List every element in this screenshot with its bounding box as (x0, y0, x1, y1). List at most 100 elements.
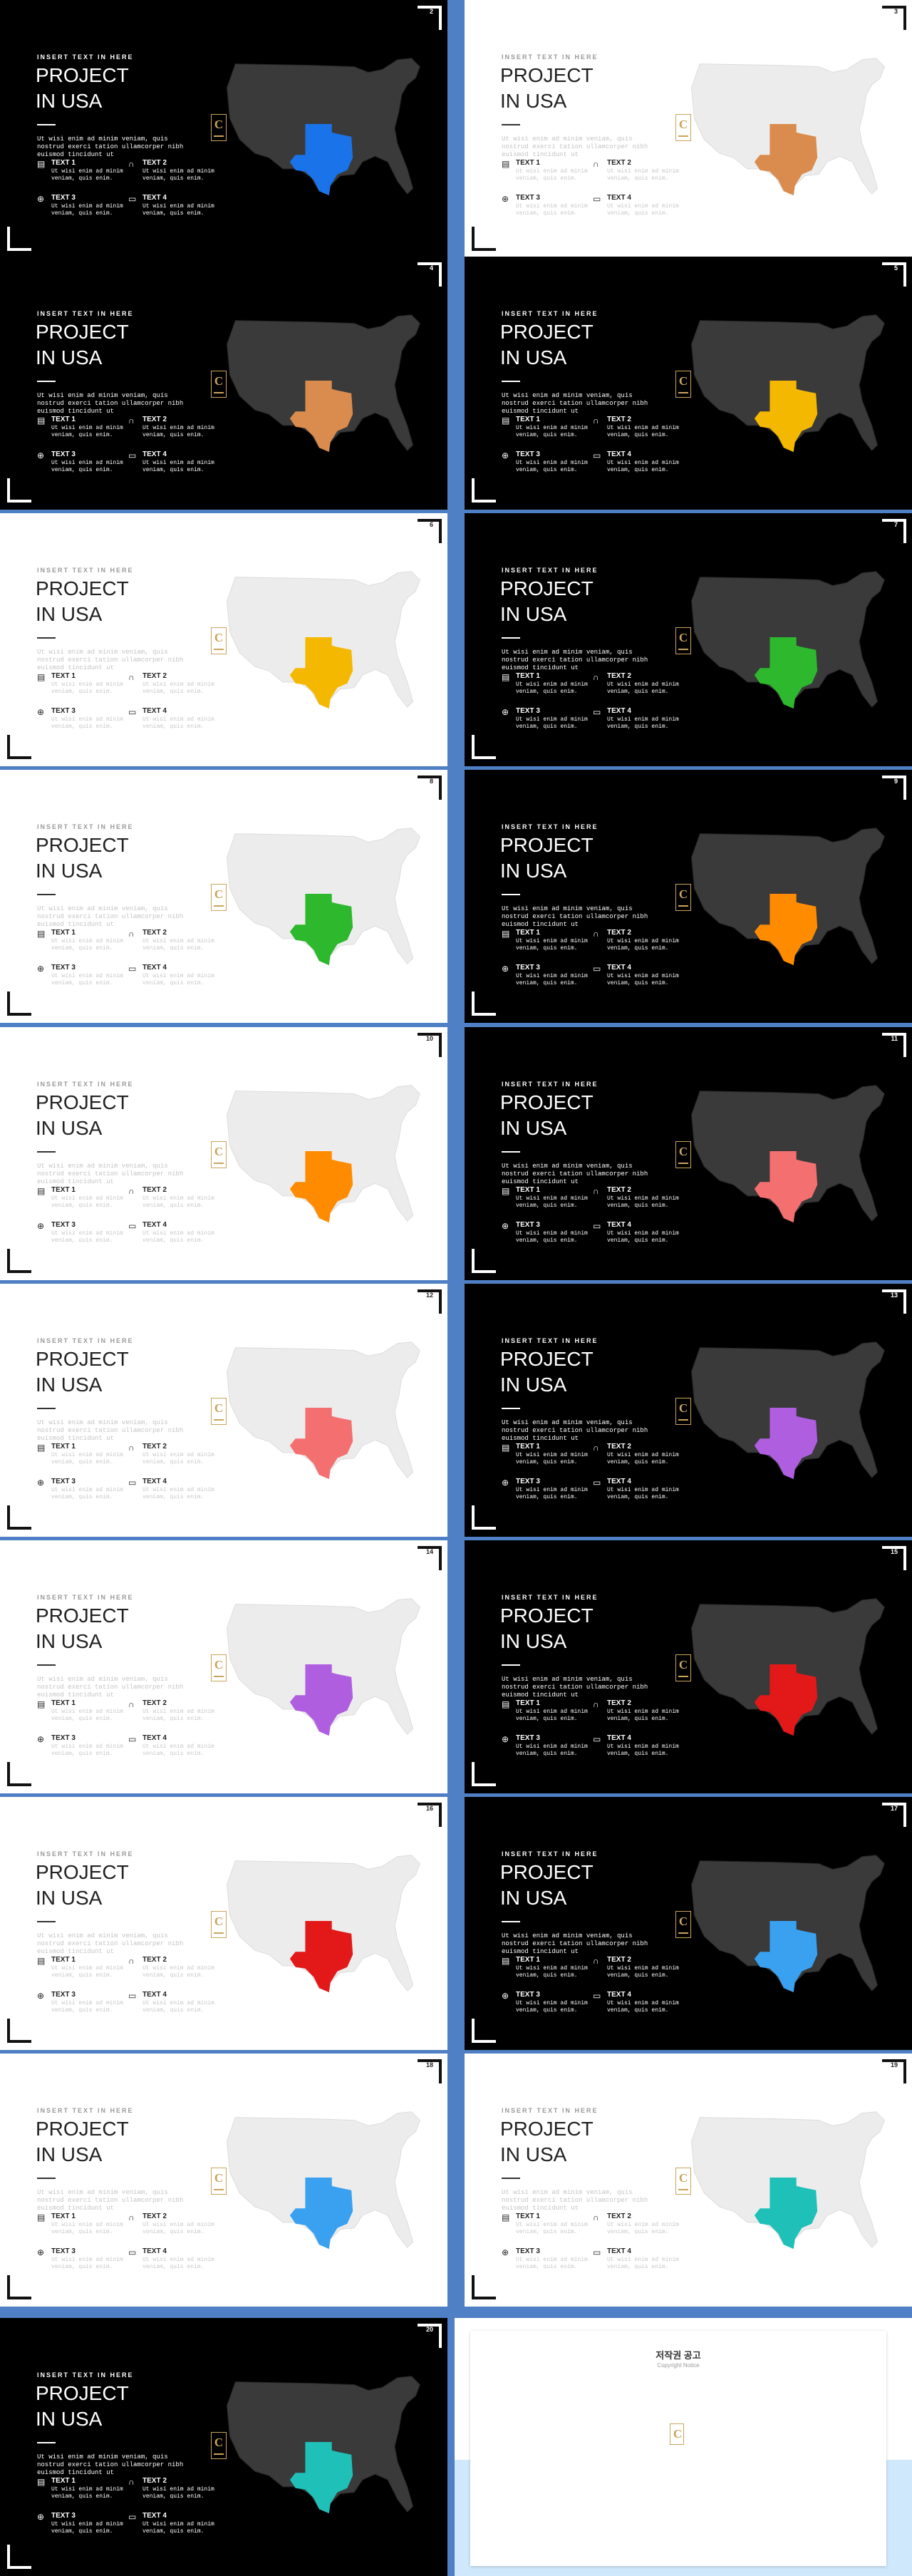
slide-12[interactable]: 12 INSERT TEXT IN HERE PROJECT IN USA Ut wis… (0, 1284, 447, 1537)
feature-label: TEXT 4 (142, 1734, 167, 1742)
title-line-1: PROJECT (36, 834, 129, 856)
feature-text: Ut wisi enim ad minim veniam, quis enim. (142, 2521, 214, 2535)
feature-text: Ut wisi enim ad minim veniam, quis enim. (142, 716, 214, 730)
feature-text: Ut wisi enim ad minim veniam, quis enim. (51, 168, 123, 182)
monitor-icon: ▭ (128, 194, 137, 204)
title-divider (502, 381, 520, 382)
monitor-icon: ▭ (128, 2247, 137, 2257)
feature-text: Ut wisi enim ad minim veniam, quis enim. (142, 2000, 214, 2014)
feature-label: TEXT 2 (607, 1956, 631, 1964)
headset-icon: ∩ (128, 2212, 135, 2222)
logo-letter: C (678, 1145, 688, 1158)
logo-badge: C (211, 627, 227, 654)
corner-bracket-top-right (882, 2059, 906, 2083)
slide-3[interactable]: 3 INSERT TEXT IN HERE PROJECT IN USA Ut wisi… (465, 0, 912, 258)
slide-18[interactable]: 18 INSERT TEXT IN HERE PROJECT IN USA Ut wis… (0, 2054, 447, 2307)
corner-bracket-top-right (882, 1033, 906, 1057)
slide-8[interactable]: 8 INSERT TEXT IN HERE PROJECT IN USA Ut wisi… (0, 770, 447, 1023)
logo-letter: C (214, 1145, 224, 1158)
headset-icon: ∩ (593, 1443, 599, 1453)
feature-text: Ut wisi enim ad minim veniam, quis enim. (516, 2257, 588, 2270)
feature-text: Ut wisi enim ad minim veniam, quis enim. (51, 2521, 123, 2535)
monitor-icon: ▭ (593, 707, 601, 717)
corner-bracket-bottom-left (472, 1249, 496, 1273)
feature-text: Ut wisi enim ad minim veniam, quis enim. (142, 460, 214, 473)
feature-text: Ut wisi enim ad minim veniam, quis enim. (607, 203, 679, 217)
feature-label: TEXT 3 (51, 707, 76, 715)
feature-label: TEXT 2 (607, 159, 631, 167)
slide-number: 11 (891, 1035, 898, 1042)
feature-text: Ut wisi enim ad minim veniam, quis enim. (142, 1487, 214, 1500)
highlighted-state (289, 894, 353, 966)
feature-text: Ut wisi enim ad minim veniam, quis enim. (607, 1743, 679, 1757)
slide-15[interactable]: 15 INSERT TEXT IN HERE PROJECT IN USA Ut wis… (465, 1540, 912, 1793)
calendar-icon: ▤ (37, 2212, 46, 2222)
feature-label: TEXT 3 (516, 1478, 540, 1485)
slide-20[interactable]: 20 INSERT TEXT IN HERE PROJECT IN USA Ut wis… (0, 2318, 447, 2576)
logo-badge: C (675, 371, 691, 398)
feature-text: Ut wisi enim ad minim veniam, quis enim. (51, 425, 123, 438)
slide-5[interactable]: 5 INSERT TEXT IN HERE PROJECT IN USA Ut wisi… (465, 257, 912, 510)
feature-label: TEXT 3 (516, 707, 540, 715)
slide-14[interactable]: 14 INSERT TEXT IN HERE PROJECT IN USA Ut wis… (0, 1540, 447, 1793)
logo-underline (678, 135, 688, 137)
logo-badge: C (675, 114, 691, 141)
feature-label: TEXT 3 (516, 964, 540, 972)
feature-text: Ut wisi enim ad minim veniam, quis enim. (516, 1965, 588, 1979)
kicker-text: INSERT TEXT IN HERE (502, 1337, 598, 1344)
title-divider (502, 894, 520, 895)
corner-bracket-bottom-left (472, 2019, 496, 2043)
logo-underline (678, 1676, 688, 1677)
headset-icon: ∩ (128, 1699, 135, 1709)
slide-16[interactable]: 16 INSERT TEXT IN HERE PROJECT IN USA Ut wis… (0, 1797, 447, 2050)
slide-7[interactable]: 7 INSERT TEXT IN HERE PROJECT IN USA Ut wisi… (465, 513, 912, 766)
feature-text: Ut wisi enim ad minim veniam, quis enim. (516, 2000, 588, 2014)
usa-map (691, 314, 885, 453)
slide-number: 17 (890, 1805, 898, 1812)
slide-6[interactable]: 6 INSERT TEXT IN HERE PROJECT IN USA Ut wisi… (0, 513, 447, 766)
logo-badge: C (211, 1654, 227, 1681)
usa-map (227, 1341, 420, 1480)
feature-text: Ut wisi enim ad minim veniam, quis enim. (516, 1195, 588, 1209)
monitor-icon: ▭ (128, 1734, 137, 1744)
title-divider (502, 1921, 520, 1922)
slide-4[interactable]: 4 INSERT TEXT IN HERE PROJECT IN USA Ut wisi… (0, 257, 447, 510)
feature-text: Ut wisi enim ad minim veniam, quis enim. (516, 1487, 588, 1500)
copyright-notice-slide[interactable]: 저작권 공고 Copyright Notice C (455, 2318, 912, 2576)
slide-9[interactable]: 9 INSERT TEXT IN HERE PROJECT IN USA Ut wisi… (465, 770, 912, 1023)
highlighted-state (289, 1408, 353, 1480)
corner-bracket-top-right (882, 1546, 906, 1570)
feature-text: Ut wisi enim ad minim veniam, quis enim. (51, 938, 123, 952)
feature-text: Ut wisi enim ad minim veniam, quis enim. (142, 203, 214, 217)
body-text: Ut wisi enim ad minim veniam, quis nostr… (37, 905, 184, 928)
slide-17[interactable]: 17 INSERT TEXT IN HERE PROJECT IN USA Ut wis… (465, 1797, 912, 2050)
highlighted-state (754, 637, 818, 709)
slide-13[interactable]: 13 INSERT TEXT IN HERE PROJECT IN USA Ut wis… (465, 1284, 912, 1537)
feature-label: TEXT 4 (142, 450, 167, 458)
body-text: Ut wisi enim ad minim veniam, quis nostr… (502, 1419, 648, 1442)
slide-11[interactable]: 11 INSERT TEXT IN HERE PROJECT IN USA Ut wis… (465, 1027, 912, 1280)
corner-bracket-bottom-left (7, 2275, 31, 2299)
globe-icon: ⊕ (37, 2512, 45, 2522)
feature-label: TEXT 2 (142, 1699, 167, 1707)
logo-letter: C (214, 631, 224, 644)
slide-number: 10 (425, 1035, 433, 1042)
slide-10[interactable]: 10 INSERT TEXT IN HERE PROJECT IN USA Ut wis… (0, 1027, 447, 1280)
feature-label: TEXT 2 (142, 1956, 167, 1964)
feature-text: Ut wisi enim ad minim veniam, quis enim. (142, 681, 214, 695)
logo-badge: C (675, 1141, 691, 1168)
slide-19[interactable]: 19 INSERT TEXT IN HERE PROJECT IN USA Ut wis… (465, 2054, 912, 2307)
globe-icon: ⊕ (502, 450, 509, 460)
headset-icon: ∩ (128, 159, 135, 169)
title-line-1: PROJECT (500, 64, 594, 86)
kicker-text: INSERT TEXT IN HERE (37, 1850, 134, 1858)
slide-2[interactable]: 2 INSERT TEXT IN HERE PROJECT IN USA Ut wisi… (0, 0, 447, 258)
headset-icon: ∩ (128, 416, 135, 426)
feature-text: Ut wisi enim ad minim veniam, quis enim. (607, 1487, 679, 1500)
logo-letter: C (678, 118, 688, 131)
monitor-icon: ▭ (593, 450, 601, 460)
corner-bracket-top-right (882, 262, 906, 287)
slide-number: 4 (429, 264, 433, 272)
title-line-1: PROJECT (500, 1091, 594, 1113)
